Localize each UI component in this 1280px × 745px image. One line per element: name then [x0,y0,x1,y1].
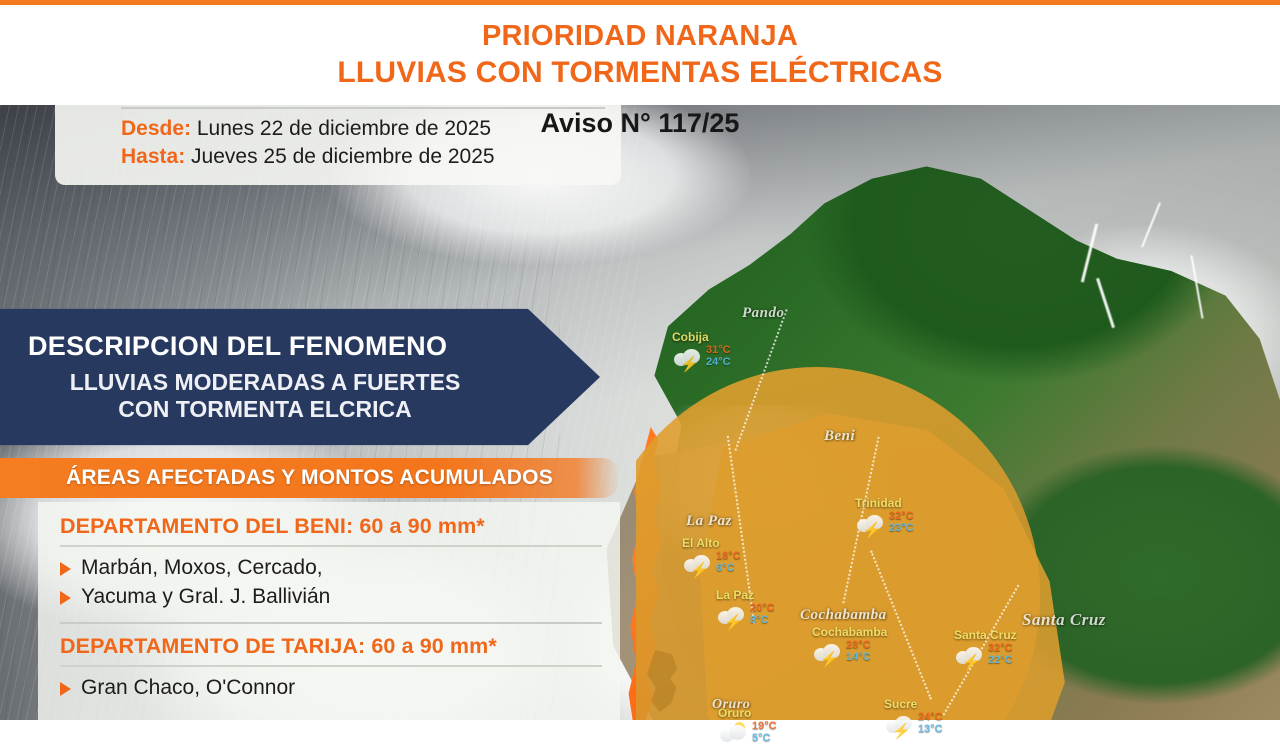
min-temperature: 5°C [752,732,771,744]
temperature-readout: 19°C 5°C [752,721,777,744]
map-weather-widget: 19°C 5°C [718,721,777,745]
min-temperature: 13°C [918,723,943,735]
department-separator [60,621,602,624]
validity-to-row: Hasta: Jueves 25 de diciembre de 2025 [121,143,605,171]
notice-number: Aviso N° 117/25 [540,108,740,138]
department-title-divider [60,664,602,667]
department-accumulation: 60 a 90 mm* [359,514,485,538]
alert-header: PRIORIDAD NARANJA LLUVIAS CON TORMENTAS … [0,5,1280,105]
affected-areas-title: ÁREAS AFECTADAS Y MONTOS ACUMULADOS [66,466,553,489]
validity-to-value: Jueves 25 de diciembre de 2025 [191,144,495,168]
notice-number-wrap: Aviso N° 117/25 [0,108,1280,139]
priority-title: PRIORIDAD NARANJA [482,20,798,53]
alert-subject-title: LLUVIAS CON TORMENTAS ELÉCTRICAS [337,55,943,89]
sun-icon [734,722,745,733]
top-accent-rule [0,0,1280,5]
department-block: DEPARTAMENTO DE TARIJA: 60 a 90 mm* Gran … [60,634,602,703]
municipality-names: Yacuma y Gral. J. Ballivián [81,584,331,608]
phenomenon-description: LLUVIAS MODERADAS A FUERTES CON TORMENTA… [28,369,508,422]
validity-from-label: Desde: [121,117,192,140]
municipality-list-item: Marbán, Moxos, Cercado, [60,554,602,583]
bullet-triangle-icon [60,681,71,696]
municipality-names: Marbán, Moxos, Cercado, [81,556,323,579]
validity-to-label: Hasta: [121,144,186,168]
affected-areas-card: DEPARTAMENTO DEL BENI: 60 a 90 mm* Marbán… [38,502,620,720]
department-title: DEPARTAMENTO DE TARIJA: 60 a 90 mm* [60,633,497,658]
municipality-list-item: Gran Chaco, O'Connor [60,674,602,703]
department-title: DEPARTAMENTO DEL BENI: 60 a 90 mm* [60,514,485,538]
department-accumulation: 60 a 90 mm* [371,633,497,658]
department-title-divider [60,545,602,547]
bullet-triangle-icon [60,590,71,605]
phenomenon-banner: DESCRIPCION DEL FENOMENO LLUVIAS MODERAD… [0,308,600,446]
affected-areas-bar: ÁREAS AFECTADAS Y MONTOS ACUMULADOS [0,458,620,498]
municipality-list-item: Yacuma y Gral. J. Ballivián [60,583,602,612]
bullet-triangle-icon [60,562,71,576]
max-temperature: 19°C [752,720,777,733]
municipality-names: Gran Chaco, O'Connor [81,675,296,699]
phenomenon-title: DESCRIPCION DEL FENOMENO [28,331,448,362]
department-block: DEPARTAMENTO DEL BENI: 60 a 90 mm* Marbán… [60,514,602,612]
sun-cloud-icon [718,721,748,745]
phenomenon-description-line2: CON TORMENTA ELCRICA [118,396,412,422]
phenomenon-description-line1: LLUVIAS MODERADAS A FUERTES [69,369,461,396]
